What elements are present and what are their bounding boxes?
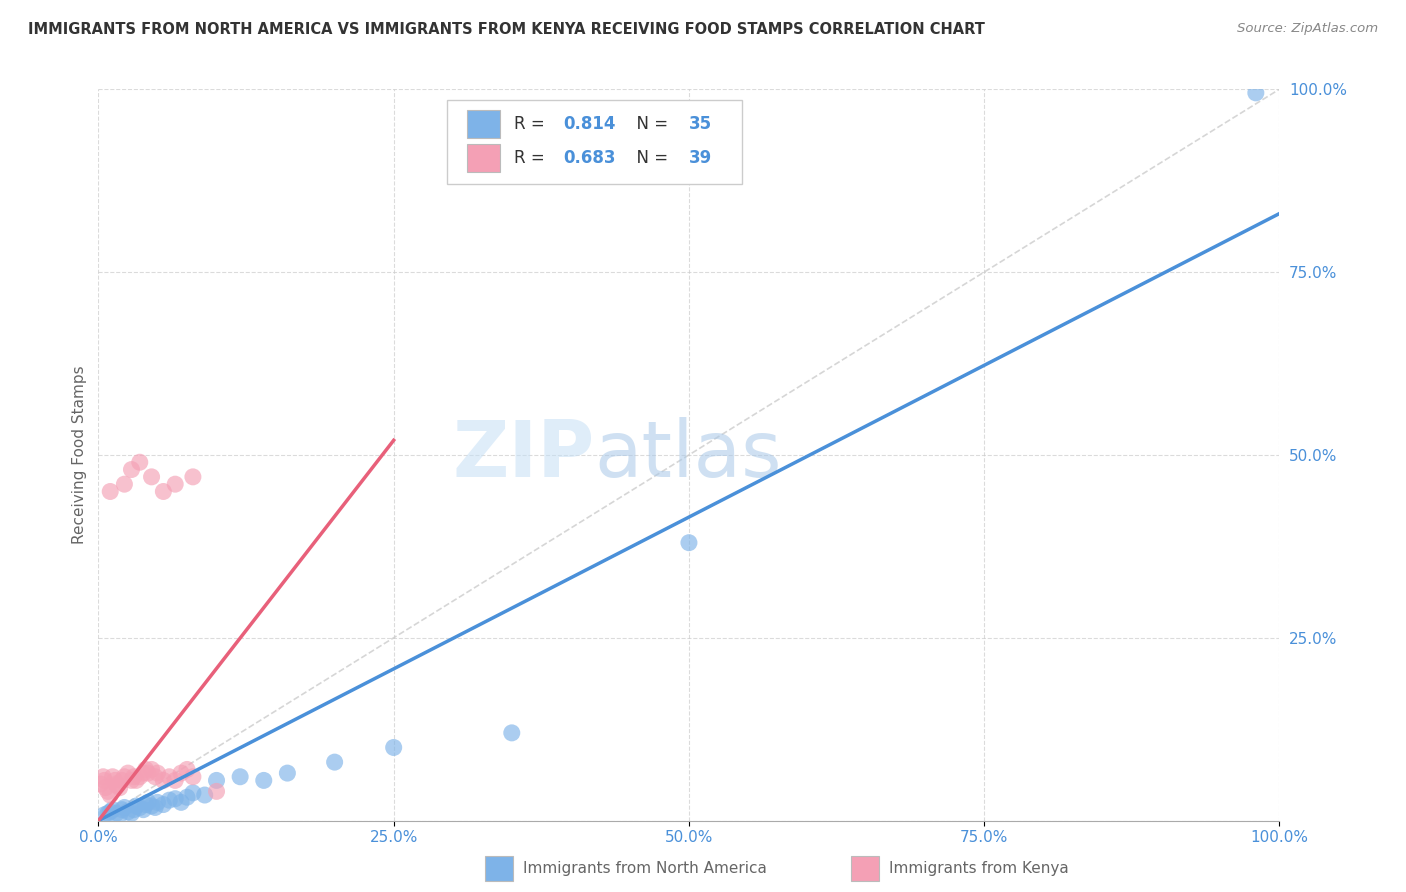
FancyBboxPatch shape [447,100,742,185]
Point [125,773,148,788]
Point [98,484,121,499]
Point [105,806,128,821]
Point [176,790,198,805]
Point [157,793,180,807]
Text: N =: N = [626,149,673,167]
Point [105,777,128,791]
Point [125,799,148,814]
Text: R =: R = [515,149,550,167]
Point [122,803,145,817]
Point [152,773,174,788]
Point [205,773,228,788]
Point [382,740,405,755]
Y-axis label: Receiving Food Stamps: Receiving Food Stamps [72,366,87,544]
Point [323,755,346,769]
Point [157,770,180,784]
Text: 0.683: 0.683 [564,149,616,167]
Point [165,477,187,491]
Point [98,805,121,819]
Point [141,470,163,484]
Text: IMMIGRANTS FROM NORTH AMERICA VS IMMIGRANTS FROM KENYA RECEIVING FOOD STAMPS COR: IMMIGRANTS FROM NORTH AMERICA VS IMMIGRA… [28,22,986,37]
Text: Immigrants from Kenya: Immigrants from Kenya [889,862,1069,876]
Point [101,803,124,817]
Point [132,803,155,817]
Point [141,763,163,777]
Text: 0.814: 0.814 [564,115,616,133]
Point [276,766,298,780]
Point [678,535,700,549]
Text: R =: R = [515,115,550,133]
Point [229,770,252,784]
Text: N =: N = [626,115,673,133]
Point [90,777,112,791]
Point [135,763,157,777]
Point [128,770,150,784]
Point [101,770,124,784]
Point [111,773,134,788]
Point [1244,86,1267,100]
Text: Source: ZipAtlas.com: Source: ZipAtlas.com [1237,22,1378,36]
Point [136,766,159,780]
Point [135,797,157,812]
Point [105,779,128,793]
Point [141,799,163,814]
Point [205,784,228,798]
Point [108,807,131,822]
Point [152,797,174,812]
Point [143,800,166,814]
Point [112,477,135,491]
Text: Immigrants from North America: Immigrants from North America [523,862,766,876]
Point [146,796,169,810]
Point [93,773,115,788]
Point [93,807,115,822]
Point [501,726,523,740]
Point [108,780,131,795]
Point [136,796,159,810]
Point [97,784,120,798]
Point [143,770,166,784]
Point [128,455,150,469]
Point [91,770,114,784]
Point [181,770,204,784]
Point [98,788,121,802]
Point [117,766,139,780]
Point [165,791,187,805]
Point [128,800,150,814]
Point [121,806,143,821]
Text: atlas: atlas [595,417,782,493]
Point [111,803,134,817]
Point [94,780,117,795]
Point [181,470,204,484]
Point [176,763,198,777]
Point [253,773,276,788]
Text: 39: 39 [689,149,713,167]
Point [194,788,217,802]
FancyBboxPatch shape [467,144,501,172]
Point [122,770,145,784]
Text: 35: 35 [689,115,711,133]
Point [104,773,127,788]
Point [97,806,120,821]
Point [112,800,135,814]
Point [112,770,135,784]
FancyBboxPatch shape [467,111,501,138]
Text: ZIP: ZIP [453,417,595,493]
Point [146,766,169,780]
Point [165,773,187,788]
Point [170,796,193,810]
Point [121,462,143,476]
Point [181,786,204,800]
Point [152,484,174,499]
Point [132,766,155,780]
Point [170,766,193,780]
Point [117,805,139,819]
Point [121,773,143,788]
